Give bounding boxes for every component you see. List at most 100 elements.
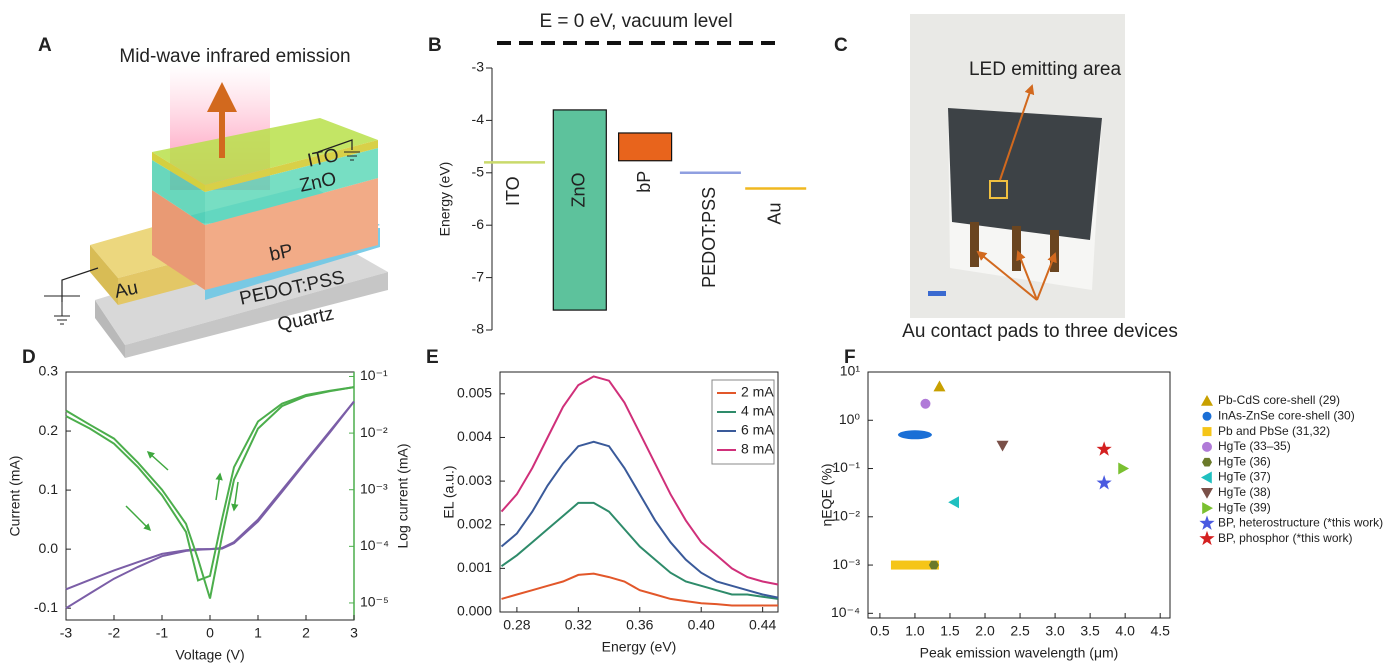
marker xyxy=(1097,475,1112,489)
legend-label: 4 mA xyxy=(741,403,774,419)
x-tick-label: 0.28 xyxy=(503,617,530,633)
sweep-arrow xyxy=(216,474,220,500)
marker xyxy=(948,496,959,508)
marker xyxy=(1201,395,1213,406)
x-tick-label: -3 xyxy=(60,625,73,641)
y-tick-label: -6 xyxy=(472,216,485,232)
legend-label: HgTe (38) xyxy=(1218,485,1271,499)
y-tick-label: 10⁻² xyxy=(832,507,860,523)
band-label: PEDOT:PSS xyxy=(699,187,719,288)
panel-label: C xyxy=(834,35,848,56)
legend-label: HgTe (33–35) xyxy=(1218,439,1291,453)
x-tick-label: 1.0 xyxy=(905,623,925,639)
ground-symbol xyxy=(44,296,80,324)
y-tick-label: 10⁻¹ xyxy=(832,459,860,475)
y-tick-label: 0.0 xyxy=(39,540,59,556)
energy-band xyxy=(553,110,606,310)
y-tick-label: 0.003 xyxy=(457,472,492,488)
marker xyxy=(1118,463,1129,475)
band-label: ZnO xyxy=(569,172,589,207)
y-axis-label: ηEQE (%) xyxy=(819,463,835,526)
photo-caption: Au contact pads to three devices xyxy=(902,321,1178,342)
legend-label: Pb-CdS core-shell (29) xyxy=(1218,393,1340,407)
marker xyxy=(997,441,1009,452)
marker xyxy=(1201,488,1213,499)
y-tick-label: 0.001 xyxy=(457,559,492,575)
x-tick-label: 0.5 xyxy=(870,623,890,639)
x-tick-label: 1 xyxy=(254,625,262,641)
x-axis-label: Peak emission wavelength (μm) xyxy=(920,645,1119,661)
x-tick-label: 2.5 xyxy=(1010,623,1030,639)
x-tick-label: 1.5 xyxy=(940,623,960,639)
x-tick-label: 0.36 xyxy=(626,617,653,633)
x-tick-label: -1 xyxy=(156,625,169,641)
marker xyxy=(1202,502,1213,514)
panel-label: A xyxy=(38,35,52,56)
y-tick-label: 0.000 xyxy=(457,603,492,619)
marker xyxy=(920,399,930,409)
y-tick-label: -8 xyxy=(472,321,485,337)
contact-pad xyxy=(970,222,979,267)
series-line xyxy=(502,503,779,599)
series-line xyxy=(502,442,779,598)
sweep-arrow xyxy=(126,506,150,530)
plot-frame xyxy=(868,372,1170,618)
panel-label: B xyxy=(428,35,442,56)
y2-tick-label: 10⁻¹ xyxy=(360,367,388,383)
y-tick-label: -3 xyxy=(472,59,485,75)
marker xyxy=(1199,515,1214,529)
y-tick-label: 0.3 xyxy=(39,363,59,379)
chart-title: E = 0 eV, vacuum level xyxy=(539,11,732,32)
marker xyxy=(1201,472,1212,484)
marker xyxy=(1202,442,1212,452)
marker xyxy=(1202,458,1212,467)
legend-label: Pb and PbSe (31,32) xyxy=(1218,424,1330,438)
marker xyxy=(933,381,945,392)
y-tick-label: 0.002 xyxy=(457,515,492,531)
y2-axis-label: Log current (mA) xyxy=(395,443,411,548)
series-line xyxy=(66,402,354,590)
y-tick-label: -4 xyxy=(472,111,485,127)
x-tick-label: 2.0 xyxy=(975,623,995,639)
panel-label: D xyxy=(22,347,36,368)
legend-label: HgTe (37) xyxy=(1218,470,1271,484)
legend-label: HgTe (36) xyxy=(1218,454,1271,468)
y2-tick-label: 10⁻³ xyxy=(360,480,388,496)
marker xyxy=(898,430,932,439)
y2-tick-label: 10⁻² xyxy=(360,424,388,440)
series-line xyxy=(66,402,354,609)
y-axis-label: EL (a.u.) xyxy=(441,465,457,518)
x-axis-label: Voltage (V) xyxy=(175,647,244,663)
scale-bar xyxy=(928,291,946,296)
y-tick-label: 10⁻³ xyxy=(832,556,860,572)
y-axis-label: Current (mA) xyxy=(7,456,23,537)
sweep-arrow xyxy=(234,482,238,510)
photo-device xyxy=(948,108,1102,240)
x-tick-label: 3 xyxy=(350,625,358,641)
x-tick-label: 3.0 xyxy=(1045,623,1065,639)
sweep-arrow xyxy=(148,452,168,470)
y-tick-label: -7 xyxy=(472,268,485,284)
legend-label: InAs-ZnSe core-shell (30) xyxy=(1218,408,1355,422)
marker xyxy=(1203,427,1212,436)
x-tick-label: 0.32 xyxy=(565,617,592,633)
band-label: ITO xyxy=(503,176,523,206)
series-line xyxy=(66,387,354,580)
legend-label: 2 mA xyxy=(741,384,774,400)
y-tick-label: 0.004 xyxy=(457,428,492,444)
photo-label: LED emitting area xyxy=(969,59,1122,80)
x-tick-label: 0.44 xyxy=(749,617,776,633)
marker xyxy=(1199,531,1214,545)
energy-band xyxy=(619,133,672,161)
x-tick-label: 2 xyxy=(302,625,310,641)
y-tick-label: 10⁻⁴ xyxy=(831,604,860,620)
y-tick-label: -0.1 xyxy=(34,599,58,615)
y-tick-label: 0.1 xyxy=(39,481,59,497)
x-tick-label: -2 xyxy=(108,625,121,641)
marker xyxy=(1203,412,1212,421)
x-tick-label: 4.5 xyxy=(1150,623,1170,639)
x-tick-label: 3.5 xyxy=(1080,623,1100,639)
panel-label: E xyxy=(426,347,439,368)
series-line xyxy=(66,387,354,598)
y-tick-label: -5 xyxy=(472,164,485,180)
